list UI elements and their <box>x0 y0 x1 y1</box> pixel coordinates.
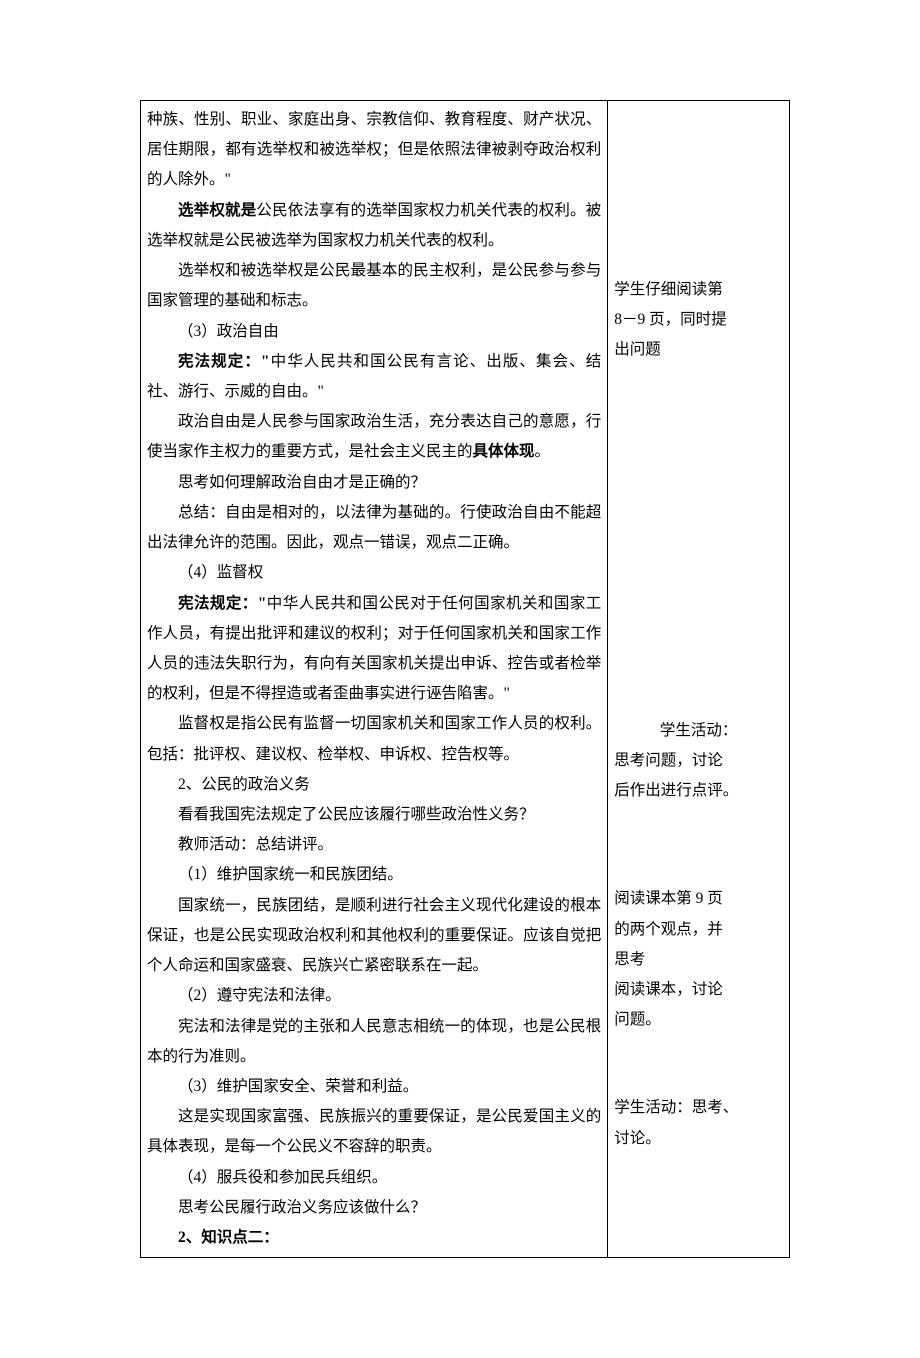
side-line: 思考问题，讨论 <box>614 746 783 776</box>
spacer <box>614 105 783 275</box>
bold-text: 宪法规定：" <box>178 595 266 612</box>
paragraph: 思考如何理解政治自由才是正确的？ <box>147 468 601 498</box>
side-note: 学生仔细阅读第 8－9 页，同时提 出问题 <box>614 275 783 366</box>
spacer <box>614 386 783 716</box>
side-note: 阅读课本第 9 页 的两个观点，并 思考 阅读课本，讨论 问题。 <box>614 884 783 1035</box>
side-line: 阅读课本第 9 页 <box>614 884 783 914</box>
paragraph: 总结：自由是相对的，以法律为基础的。行使政治自由不能超出法律允许的范围。因此，观… <box>147 498 601 558</box>
side-line: 思考 <box>614 945 783 975</box>
paragraph: 宪法和法律是党的主张和人民意志相统一的体现，也是公民根本的行为准则。 <box>147 1012 601 1072</box>
side-line: 后作出进行点评。 <box>614 776 783 806</box>
side-line: 学生活动： <box>614 716 783 746</box>
spacer <box>614 1055 783 1093</box>
side-line: 学生仔细阅读第 <box>614 275 783 305</box>
table-row: 种族、性别、职业、家庭出身、宗教信仰、教育程度、财产状况、居住期限，都有选举权和… <box>141 101 790 1258</box>
paragraph: 教师活动：总结讲评。 <box>147 830 601 860</box>
document-page: 种族、性别、职业、家庭出身、宗教信仰、教育程度、财产状况、居住期限，都有选举权和… <box>0 0 920 1358</box>
paragraph: （2）遵守宪法和法律。 <box>147 981 601 1011</box>
paragraph: 国家统一，民族团结，是顺利进行社会主义现代化建设的根本保证，也是公民实现政治权利… <box>147 891 601 982</box>
paragraph: （3）维护国家安全、荣誉和利益。 <box>147 1072 601 1102</box>
paragraph: （3）政治自由 <box>147 317 601 347</box>
paragraph: 种族、性别、职业、家庭出身、宗教信仰、教育程度、财产状况、居住期限，都有选举权和… <box>147 105 601 196</box>
paragraph: （1）维护国家统一和民族团结。 <box>147 860 601 890</box>
side-line: 讨论。 <box>614 1124 783 1154</box>
side-line: 8－9 页，同时提 <box>614 305 783 335</box>
bold-text: 具体体现 <box>473 443 535 460</box>
side-line: 阅读课本，讨论 <box>614 975 783 1005</box>
side-line: 问题。 <box>614 1005 783 1035</box>
side-note: 学生活动：思考、 讨论。 <box>614 1093 783 1153</box>
side-column: 学生仔细阅读第 8－9 页，同时提 出问题 学生活动： 思考问题，讨论 后作出进… <box>608 101 790 1258</box>
bold-text: 宪法规定：" <box>178 353 270 370</box>
paragraph: 思考公民履行政治义务应该做什么？ <box>147 1193 601 1223</box>
paragraph: 2、公民的政治义务 <box>147 770 601 800</box>
side-line: 出问题 <box>614 335 783 365</box>
side-line: 学生活动：思考、 <box>614 1093 783 1123</box>
text: 。 <box>535 443 551 460</box>
paragraph: 政治自由是人民参与国家政治生活，充分表达自己的意愿，行使当家作主权力的重要方式，… <box>147 407 601 467</box>
paragraph: （4）监督权 <box>147 558 601 588</box>
paragraph: 宪法规定："中华人民共和国公民对于任何国家机关和国家工作人员，有提出批评和建议的… <box>147 589 601 710</box>
main-column: 种族、性别、职业、家庭出身、宗教信仰、教育程度、财产状况、居住期限，都有选举权和… <box>141 101 608 1258</box>
paragraph: 这是实现国家富强、民族振兴的重要保证，是公民爱国主义的具体表现，是每一个公民义不… <box>147 1102 601 1162</box>
paragraph: 监督权是指公民有监督一切国家机关和国家工作人员的权利。包括：批评权、建议权、检举… <box>147 709 601 769</box>
spacer <box>614 826 783 884</box>
paragraph: （4）服兵役和参加民兵组织。 <box>147 1163 601 1193</box>
side-note: 学生活动： 思考问题，讨论 后作出进行点评。 <box>614 716 783 807</box>
paragraph: 看看我国宪法规定了公民应该履行哪些政治性义务？ <box>147 800 601 830</box>
side-line: 的两个观点，并 <box>614 915 783 945</box>
paragraph: 选举权就是公民依法享有的选举国家权力机关代表的权利。被选举权就是公民被选举为国家… <box>147 196 601 256</box>
paragraph: 宪法规定："中华人民共和国公民有言论、出版、集会、结社、游行、示威的自由。" <box>147 347 601 407</box>
content-table: 种族、性别、职业、家庭出身、宗教信仰、教育程度、财产状况、居住期限，都有选举权和… <box>140 100 790 1258</box>
heading: 2、知识点二： <box>147 1223 601 1253</box>
paragraph: 选举权和被选举权是公民最基本的民主权利，是公民参与参与国家管理的基础和标志。 <box>147 256 601 316</box>
bold-text: 选举权就是 <box>178 202 256 219</box>
